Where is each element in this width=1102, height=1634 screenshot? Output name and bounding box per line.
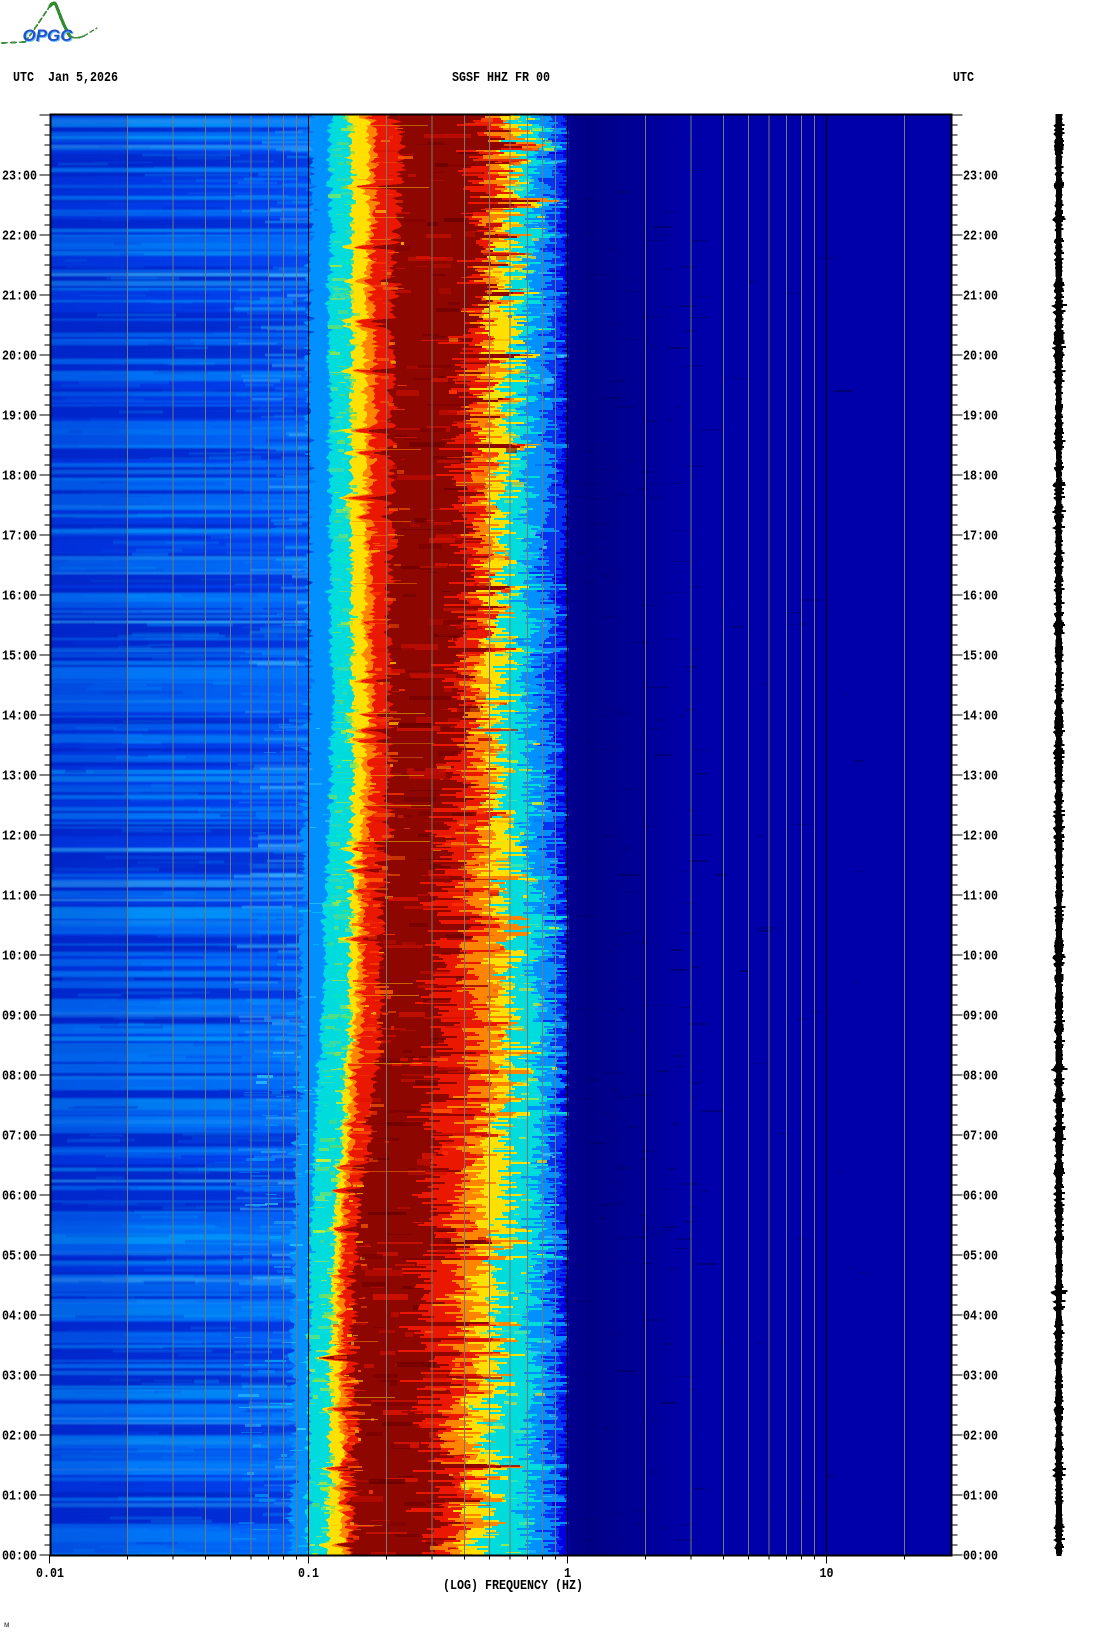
svg-text:15:00: 15:00 (2, 650, 37, 665)
svg-text:11:00: 11:00 (963, 890, 998, 905)
svg-text:03:00: 03:00 (963, 1370, 998, 1385)
svg-text:SGSF HHZ FR 00: SGSF HHZ FR 00 (452, 71, 550, 86)
svg-text:08:00: 08:00 (2, 1070, 37, 1085)
svg-text:09:00: 09:00 (2, 1010, 37, 1025)
svg-text:Jan 5,2026: Jan 5,2026 (48, 71, 118, 86)
svg-text:18:00: 18:00 (963, 470, 998, 485)
svg-text:16:00: 16:00 (963, 590, 998, 605)
svg-text:10:00: 10:00 (963, 950, 998, 965)
svg-text:02:00: 02:00 (963, 1430, 998, 1445)
svg-text:18:00: 18:00 (2, 470, 37, 485)
svg-text:01:00: 01:00 (963, 1490, 998, 1505)
svg-text:05:00: 05:00 (963, 1250, 998, 1265)
svg-text:23:00: 23:00 (2, 170, 37, 185)
svg-text:03:00: 03:00 (2, 1370, 37, 1385)
svg-text:20:00: 20:00 (963, 350, 998, 365)
svg-text:19:00: 19:00 (2, 410, 37, 425)
svg-text:19:00: 19:00 (963, 410, 998, 425)
svg-text:UTC: UTC (13, 71, 34, 86)
svg-text:07:00: 07:00 (963, 1130, 998, 1145)
svg-text:22:00: 22:00 (963, 230, 998, 245)
svg-text:06:00: 06:00 (2, 1190, 37, 1205)
svg-text:UTC: UTC (953, 71, 974, 86)
svg-text:21:00: 21:00 (2, 290, 37, 305)
svg-text:14:00: 14:00 (963, 710, 998, 725)
svg-text:04:00: 04:00 (2, 1310, 37, 1325)
svg-text:12:00: 12:00 (963, 830, 998, 845)
svg-text:06:00: 06:00 (963, 1190, 998, 1205)
svg-text:10:00: 10:00 (2, 950, 37, 965)
svg-text:17:00: 17:00 (2, 530, 37, 545)
svg-text:02:00: 02:00 (2, 1430, 37, 1445)
svg-text:10: 10 (820, 1567, 834, 1582)
svg-text:08:00: 08:00 (963, 1070, 998, 1085)
svg-text:04:00: 04:00 (963, 1310, 998, 1325)
svg-text:00:00: 00:00 (963, 1550, 998, 1565)
svg-text:0.1: 0.1 (298, 1567, 319, 1582)
svg-text:OPGC: OPGC (24, 27, 75, 46)
svg-text:16:00: 16:00 (2, 590, 37, 605)
svg-text:1: 1 (564, 1567, 571, 1582)
svg-text:22:00: 22:00 (2, 230, 37, 245)
svg-text:11:00: 11:00 (2, 890, 37, 905)
svg-text:23:00: 23:00 (963, 170, 998, 185)
svg-text:14:00: 14:00 (2, 710, 37, 725)
svg-text:09:00: 09:00 (963, 1010, 998, 1025)
svg-text:(LOG) FREQUENCY (HZ): (LOG) FREQUENCY (HZ) (443, 1579, 583, 1594)
svg-text:OPGC: OPGC (23, 26, 74, 45)
svg-text:05:00: 05:00 (2, 1250, 37, 1265)
svg-text:13:00: 13:00 (2, 770, 37, 785)
svg-text:0.01: 0.01 (36, 1567, 64, 1582)
svg-text:07:00: 07:00 (2, 1130, 37, 1145)
svg-text:12:00: 12:00 (2, 830, 37, 845)
svg-text:01:00: 01:00 (2, 1490, 37, 1505)
svg-text:17:00: 17:00 (963, 530, 998, 545)
svg-text:м: м (4, 1620, 10, 1629)
svg-text:13:00: 13:00 (963, 770, 998, 785)
svg-text:20:00: 20:00 (2, 350, 37, 365)
svg-text:15:00: 15:00 (963, 650, 998, 665)
svg-text:00:00: 00:00 (2, 1550, 37, 1565)
svg-text:21:00: 21:00 (963, 290, 998, 305)
